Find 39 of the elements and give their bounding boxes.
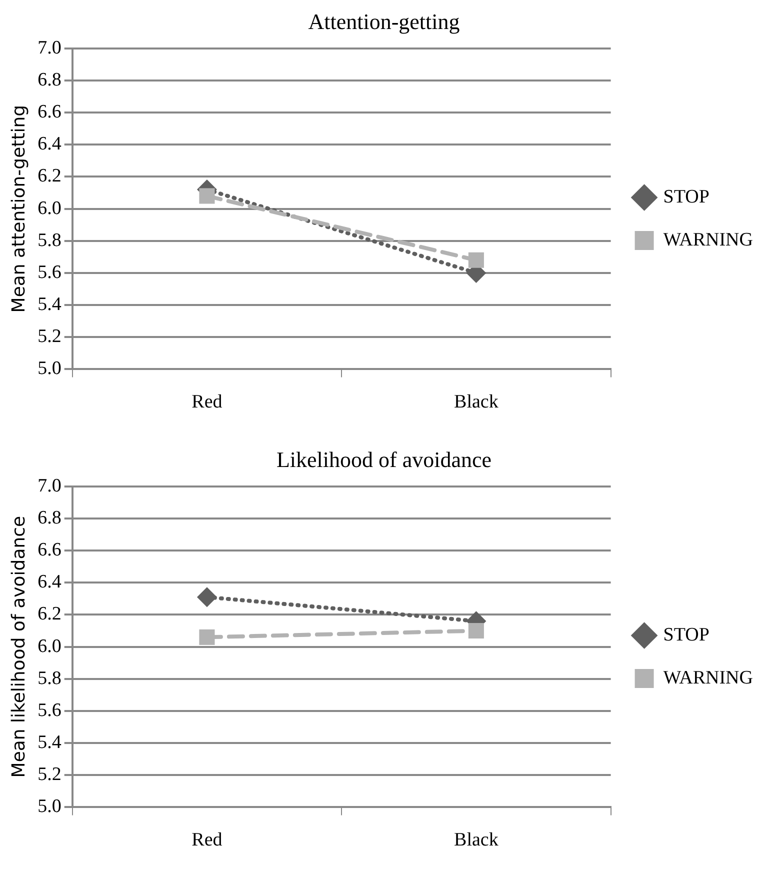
y-tick-label: 5.0 (38, 796, 62, 818)
y-tick-label: 5.2 (38, 764, 62, 786)
y-axis-title: Mean attention-getting (8, 104, 30, 313)
y-tick-label: 6.0 (38, 636, 62, 657)
y-tick-label: 5.8 (38, 668, 62, 689)
y-tick-label: 5.0 (38, 358, 62, 380)
y-tick-label: 6.2 (38, 604, 62, 625)
x-tick-label: Black (454, 830, 499, 851)
y-tick-label: 7.0 (38, 37, 62, 58)
y-tick-label: 6.4 (38, 134, 62, 155)
y-tick-label: 5.4 (38, 732, 62, 754)
point (468, 252, 484, 268)
point (468, 622, 484, 639)
y-tick-label: 6.2 (38, 166, 62, 187)
point (199, 188, 215, 204)
chart-title: Likelihood of avoidance (276, 446, 492, 472)
y-tick-label: 5.6 (38, 700, 62, 721)
y-tick-label: 6.8 (38, 507, 62, 528)
y-tick-label: 5.6 (38, 262, 62, 283)
point (199, 629, 215, 645)
y-tick-label: 6.6 (38, 540, 62, 561)
y-axis-title: Mean likelihood of avoidance (8, 516, 30, 778)
y-tick-label: 7.0 (38, 475, 62, 496)
x-tick-label: Red (192, 392, 223, 413)
x-tick-label: Black (454, 392, 499, 413)
y-tick-label: 5.8 (38, 230, 62, 251)
legend-label: STOP (663, 186, 710, 208)
y-tick-label: 6.0 (38, 198, 62, 219)
y-tick-label: 6.6 (38, 102, 62, 123)
y-tick-label: 6.4 (38, 572, 62, 593)
y-tick-label: 5.4 (38, 294, 62, 316)
chart-title: Attention-getting (308, 8, 460, 34)
legend-label: STOP (663, 624, 710, 646)
point (196, 587, 217, 608)
y-tick-label: 6.8 (38, 69, 62, 90)
legend-label: WARNING (663, 667, 754, 688)
x-tick-label: Red (192, 830, 223, 851)
legend-label: WARNING (663, 229, 754, 250)
y-tick-label: 5.2 (38, 326, 62, 348)
